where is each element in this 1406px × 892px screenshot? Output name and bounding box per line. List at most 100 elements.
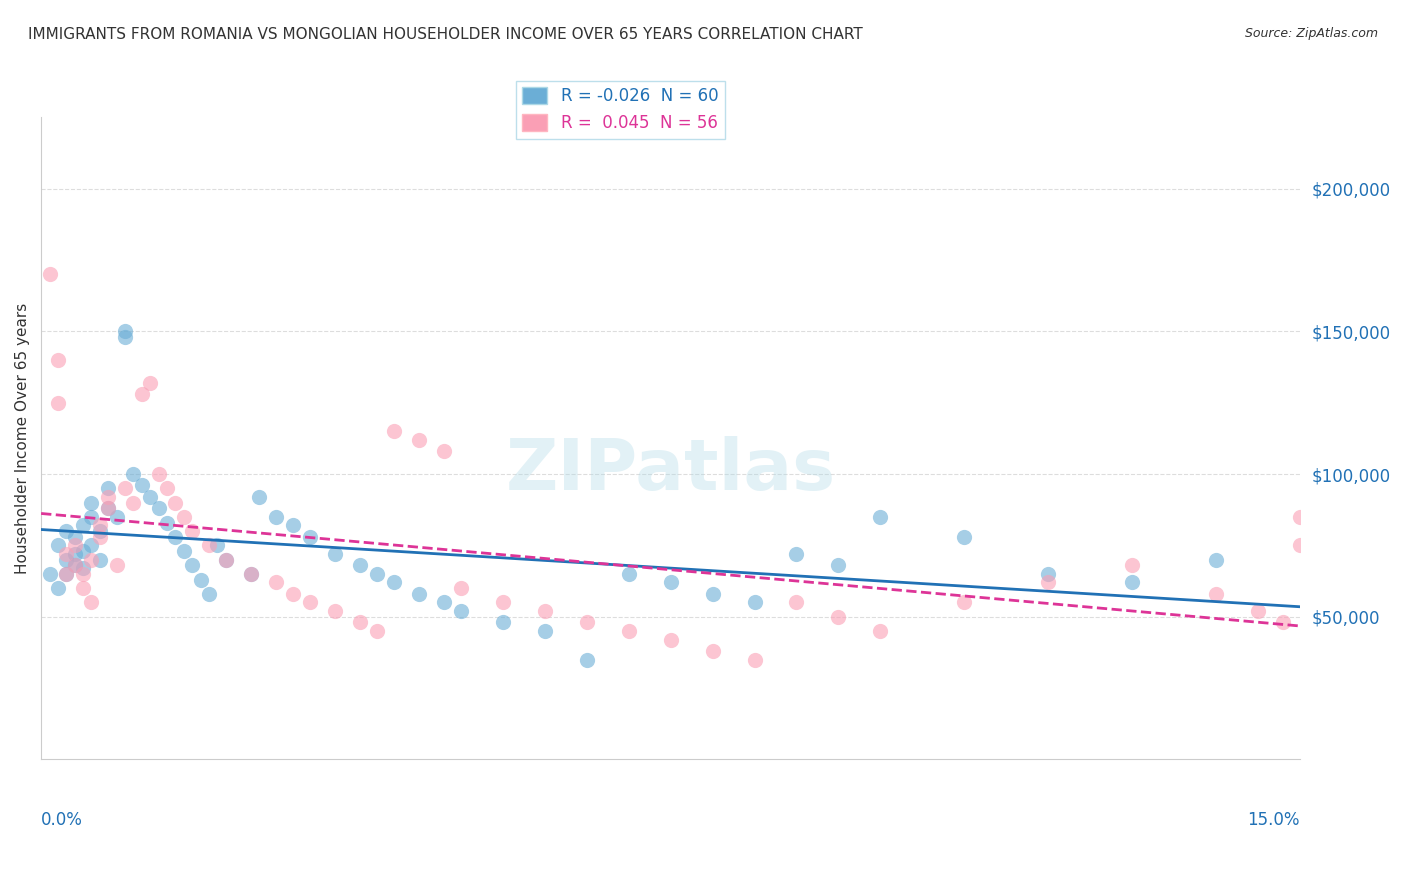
Point: [72, 544, 94, 558]
Point: [55, 566, 77, 581]
Point: [1038, 566, 1060, 581]
Point: [97, 501, 120, 516]
Point: [281, 518, 304, 533]
Point: [80, 509, 103, 524]
Point: [215, 552, 238, 566]
Point: [298, 595, 321, 609]
Point: [46, 352, 69, 367]
Point: [105, 509, 128, 524]
Point: [80, 495, 103, 509]
Point: [349, 615, 371, 630]
Text: IMMIGRANTS FROM ROMANIA VS MONGOLIAN HOUSEHOLDER INCOME OVER 65 YEARS CORRELATIO: IMMIGRANTS FROM ROMANIA VS MONGOLIAN HOU…: [28, 27, 863, 42]
Point: [97, 501, 120, 516]
Point: [575, 615, 598, 630]
Point: [869, 509, 891, 524]
Point: [450, 581, 472, 595]
Point: [264, 575, 287, 590]
Point: [114, 324, 136, 338]
Point: [264, 509, 287, 524]
Point: [1289, 538, 1312, 552]
Point: [1247, 604, 1270, 618]
Point: [46, 581, 69, 595]
Point: [46, 538, 69, 552]
Point: [408, 433, 430, 447]
Point: [55, 552, 77, 566]
Point: [122, 467, 145, 481]
Point: [869, 624, 891, 638]
Point: [1205, 552, 1227, 566]
Point: [744, 652, 766, 666]
Point: [122, 495, 145, 509]
Point: [89, 518, 111, 533]
Point: [433, 444, 456, 458]
Point: [63, 547, 86, 561]
Point: [323, 547, 346, 561]
Point: [181, 524, 204, 538]
Point: [298, 530, 321, 544]
Point: [55, 547, 77, 561]
Point: [89, 530, 111, 544]
Point: [131, 478, 153, 492]
Point: [450, 604, 472, 618]
Point: [72, 566, 94, 581]
Point: [827, 558, 849, 573]
Point: [492, 615, 515, 630]
Point: [114, 481, 136, 495]
Point: [63, 538, 86, 552]
Point: [131, 387, 153, 401]
Point: [89, 552, 111, 566]
Point: [190, 573, 212, 587]
Point: [198, 538, 221, 552]
Point: [239, 566, 262, 581]
Point: [63, 558, 86, 573]
Text: 0.0%: 0.0%: [41, 811, 83, 829]
Point: [575, 652, 598, 666]
Point: [165, 530, 187, 544]
Point: [617, 624, 640, 638]
Point: [63, 530, 86, 544]
Point: [281, 587, 304, 601]
Point: [533, 624, 555, 638]
Point: [72, 581, 94, 595]
Point: [366, 566, 388, 581]
Point: [173, 509, 195, 524]
Point: [533, 604, 555, 618]
Point: [89, 524, 111, 538]
Point: [105, 558, 128, 573]
Point: [408, 587, 430, 601]
Point: [97, 490, 120, 504]
Point: [323, 604, 346, 618]
Point: [38, 566, 60, 581]
Text: ZIPatlas: ZIPatlas: [506, 436, 835, 505]
Point: [97, 481, 120, 495]
Point: [55, 524, 77, 538]
Point: [239, 566, 262, 581]
Point: [702, 644, 724, 658]
Point: [181, 558, 204, 573]
Point: [156, 481, 179, 495]
Point: [139, 376, 162, 390]
Point: [139, 490, 162, 504]
Point: [63, 558, 86, 573]
Text: 15.0%: 15.0%: [1247, 811, 1301, 829]
Point: [953, 595, 976, 609]
Point: [382, 575, 405, 590]
Point: [148, 467, 170, 481]
Point: [1289, 509, 1312, 524]
Point: [72, 561, 94, 575]
Point: [207, 538, 229, 552]
Point: [165, 495, 187, 509]
Point: [1121, 558, 1143, 573]
Point: [72, 518, 94, 533]
Point: [80, 538, 103, 552]
Point: [827, 609, 849, 624]
Point: [80, 552, 103, 566]
Point: [1272, 615, 1295, 630]
Point: [785, 595, 807, 609]
Point: [38, 267, 60, 281]
Point: [173, 544, 195, 558]
Point: [659, 575, 682, 590]
Point: [433, 595, 456, 609]
Point: [617, 566, 640, 581]
Point: [1205, 587, 1227, 601]
